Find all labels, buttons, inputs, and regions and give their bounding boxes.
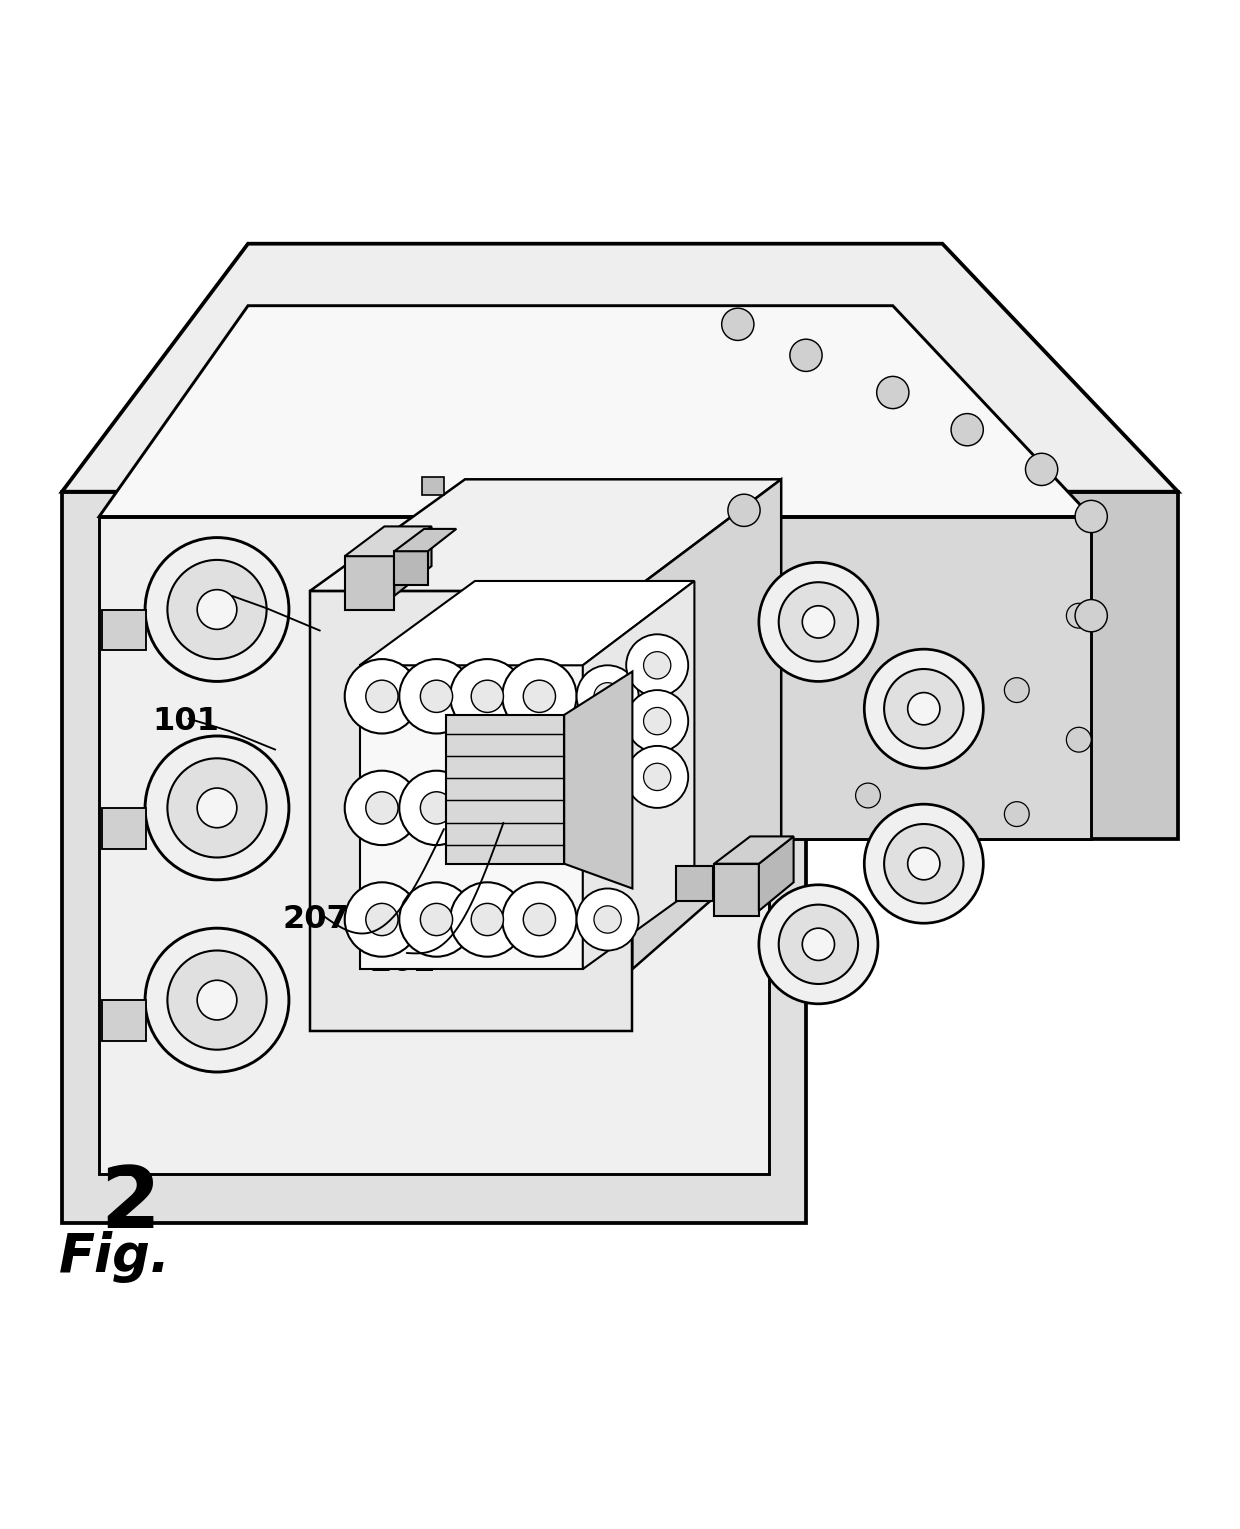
Circle shape bbox=[450, 659, 525, 734]
Circle shape bbox=[951, 413, 983, 446]
Circle shape bbox=[1025, 453, 1058, 486]
Circle shape bbox=[502, 659, 577, 734]
Text: 101: 101 bbox=[153, 705, 219, 737]
Circle shape bbox=[345, 882, 419, 957]
Circle shape bbox=[167, 951, 267, 1050]
Polygon shape bbox=[310, 590, 632, 1031]
Circle shape bbox=[399, 659, 474, 734]
Circle shape bbox=[779, 905, 858, 985]
Circle shape bbox=[345, 659, 419, 734]
Polygon shape bbox=[632, 479, 781, 969]
Polygon shape bbox=[102, 610, 146, 650]
Circle shape bbox=[1066, 728, 1091, 752]
Circle shape bbox=[790, 339, 822, 372]
Polygon shape bbox=[345, 557, 394, 610]
Circle shape bbox=[420, 680, 453, 713]
Circle shape bbox=[366, 792, 398, 824]
Polygon shape bbox=[714, 864, 759, 916]
Circle shape bbox=[908, 693, 940, 725]
Circle shape bbox=[399, 882, 474, 957]
Circle shape bbox=[197, 787, 237, 827]
Circle shape bbox=[577, 665, 639, 728]
Circle shape bbox=[594, 905, 621, 933]
Circle shape bbox=[145, 928, 289, 1072]
Circle shape bbox=[1066, 604, 1091, 628]
Circle shape bbox=[1075, 599, 1107, 631]
Polygon shape bbox=[394, 552, 428, 584]
Circle shape bbox=[366, 904, 398, 936]
Polygon shape bbox=[769, 517, 1091, 839]
Circle shape bbox=[450, 882, 525, 957]
Circle shape bbox=[471, 680, 503, 713]
Circle shape bbox=[167, 560, 267, 659]
Circle shape bbox=[366, 680, 398, 713]
Text: 107: 107 bbox=[196, 578, 263, 609]
Circle shape bbox=[728, 494, 760, 526]
Circle shape bbox=[471, 904, 503, 936]
Circle shape bbox=[877, 376, 909, 408]
Circle shape bbox=[1004, 801, 1029, 827]
Circle shape bbox=[145, 538, 289, 682]
Circle shape bbox=[345, 771, 419, 846]
Circle shape bbox=[523, 680, 556, 713]
Circle shape bbox=[594, 682, 621, 709]
Circle shape bbox=[523, 904, 556, 936]
Circle shape bbox=[908, 847, 940, 879]
Circle shape bbox=[1004, 677, 1029, 702]
Polygon shape bbox=[102, 1000, 146, 1041]
Polygon shape bbox=[99, 517, 769, 1174]
Circle shape bbox=[644, 763, 671, 790]
Circle shape bbox=[502, 882, 577, 957]
Circle shape bbox=[779, 583, 858, 662]
Polygon shape bbox=[102, 807, 146, 849]
Circle shape bbox=[884, 670, 963, 748]
Circle shape bbox=[856, 783, 880, 807]
Circle shape bbox=[399, 771, 474, 846]
Circle shape bbox=[644, 708, 671, 735]
Circle shape bbox=[722, 309, 754, 341]
Circle shape bbox=[145, 735, 289, 879]
Polygon shape bbox=[759, 836, 794, 911]
Polygon shape bbox=[676, 867, 713, 901]
Circle shape bbox=[1075, 500, 1107, 532]
Text: 2: 2 bbox=[100, 1164, 160, 1246]
Circle shape bbox=[197, 590, 237, 630]
Polygon shape bbox=[394, 529, 456, 552]
Polygon shape bbox=[99, 306, 1091, 517]
Circle shape bbox=[884, 824, 963, 904]
Polygon shape bbox=[310, 479, 781, 590]
Circle shape bbox=[644, 651, 671, 679]
Polygon shape bbox=[422, 477, 444, 495]
Polygon shape bbox=[806, 492, 1178, 839]
Circle shape bbox=[759, 563, 878, 682]
Circle shape bbox=[626, 690, 688, 752]
Circle shape bbox=[802, 928, 835, 960]
Circle shape bbox=[759, 885, 878, 1005]
Circle shape bbox=[802, 605, 835, 638]
Circle shape bbox=[420, 904, 453, 936]
Circle shape bbox=[626, 635, 688, 696]
Circle shape bbox=[167, 758, 267, 858]
Polygon shape bbox=[62, 492, 806, 1223]
Text: 202: 202 bbox=[370, 948, 436, 979]
Polygon shape bbox=[564, 671, 632, 888]
Polygon shape bbox=[394, 526, 432, 596]
Polygon shape bbox=[360, 581, 694, 665]
Polygon shape bbox=[345, 526, 432, 557]
Circle shape bbox=[626, 746, 688, 807]
Text: 207: 207 bbox=[283, 904, 350, 936]
Polygon shape bbox=[714, 836, 794, 864]
Polygon shape bbox=[583, 581, 694, 969]
Circle shape bbox=[864, 804, 983, 924]
Text: Fig.: Fig. bbox=[60, 1231, 171, 1283]
Circle shape bbox=[864, 650, 983, 768]
Polygon shape bbox=[360, 665, 583, 969]
Circle shape bbox=[577, 888, 639, 951]
Circle shape bbox=[197, 980, 237, 1020]
Polygon shape bbox=[62, 243, 1178, 492]
Polygon shape bbox=[446, 716, 564, 864]
Circle shape bbox=[420, 792, 453, 824]
